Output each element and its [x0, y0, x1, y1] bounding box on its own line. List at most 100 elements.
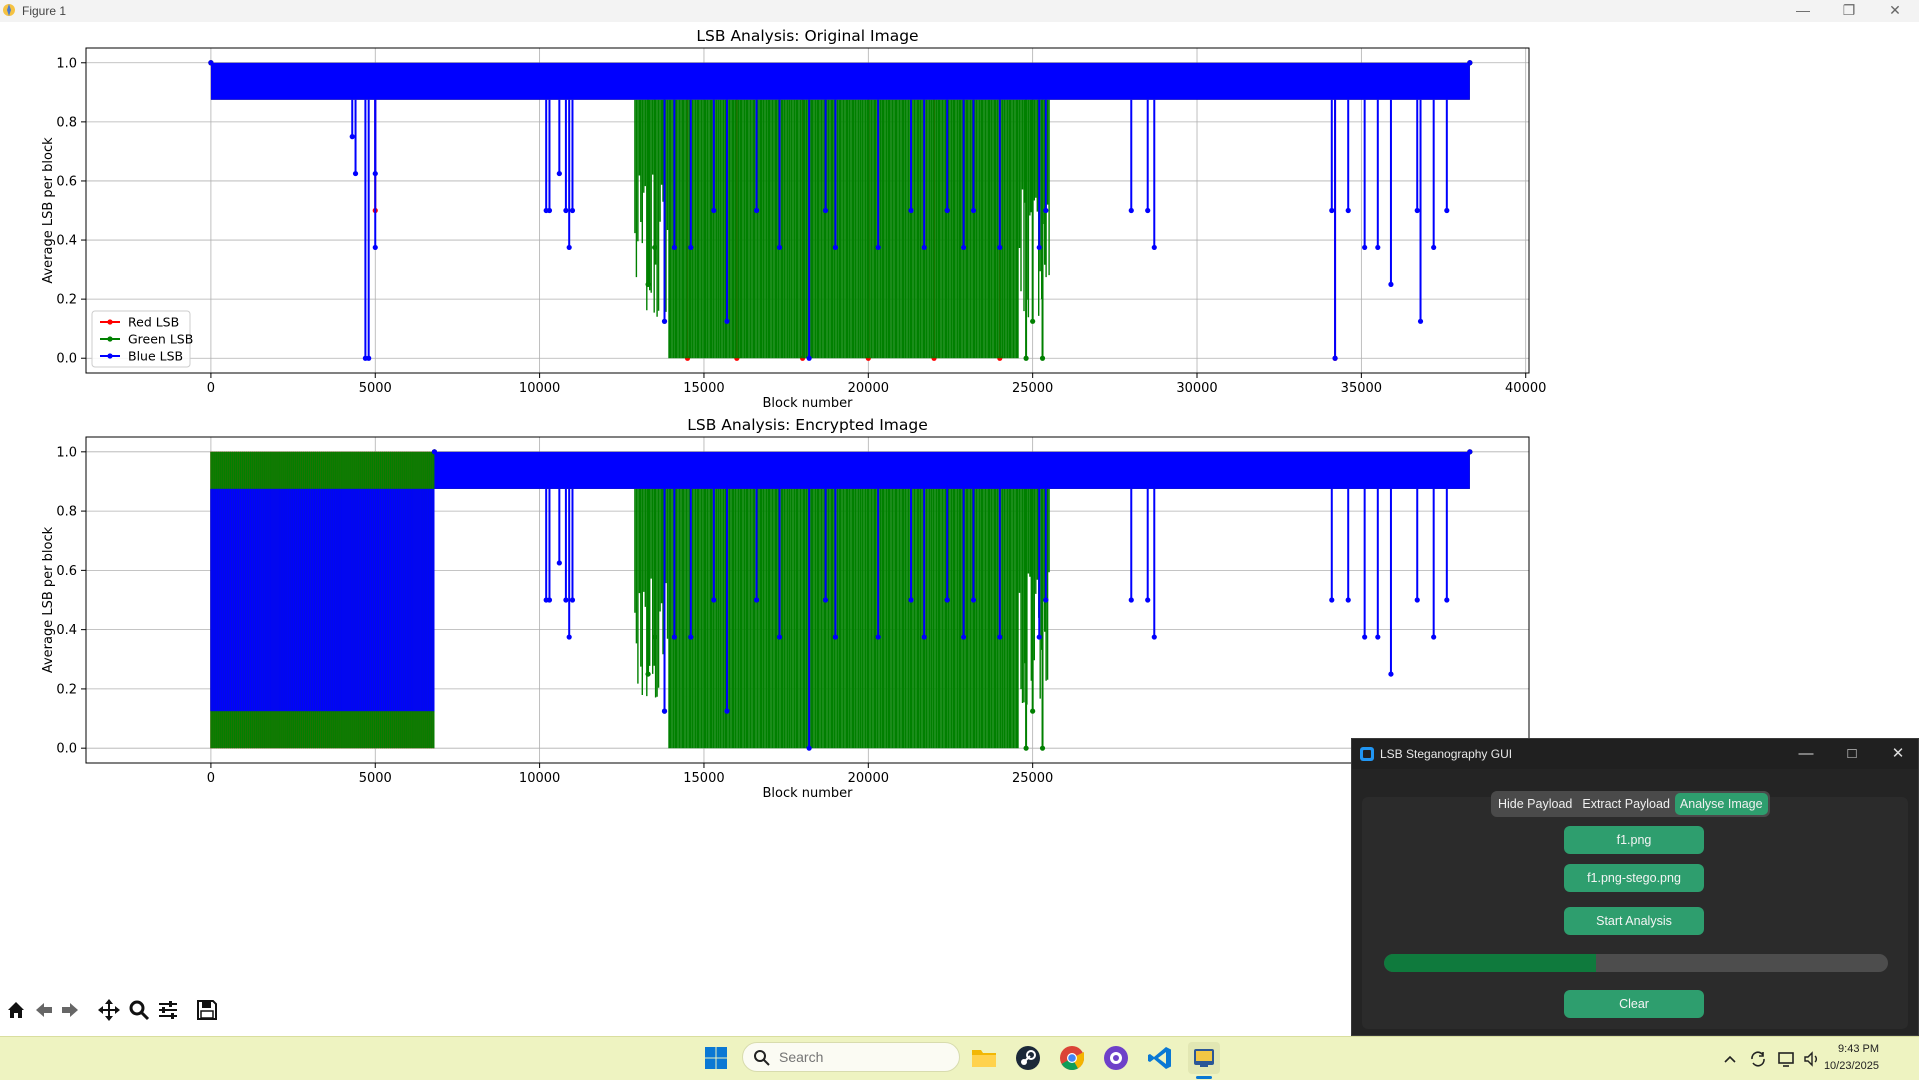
series-dip-marker — [1043, 207, 1049, 214]
original-image-button[interactable]: f1.png — [1564, 826, 1704, 854]
series-dip-marker — [569, 597, 576, 603]
series-dip-marker — [776, 634, 783, 640]
tab-hide-payload[interactable]: Hide Payload — [1498, 797, 1573, 811]
series-dip-marker — [688, 244, 694, 251]
series-dip-marker — [1030, 318, 1036, 324]
series-dip-marker — [711, 597, 717, 603]
network-icon[interactable] — [1774, 1037, 1798, 1080]
sync-icon[interactable] — [1746, 1037, 1770, 1080]
series-dip-marker — [366, 355, 372, 361]
taskbar: 9:43 PM 10/23/2025 — [0, 1036, 1919, 1080]
series-dip-marker — [1417, 318, 1424, 324]
x-tick-label: 0 — [207, 771, 215, 786]
series-dip-marker — [875, 634, 881, 640]
series-dip-marker — [563, 207, 569, 214]
file-explorer-icon[interactable] — [968, 1042, 1000, 1074]
series-dip-marker — [546, 207, 553, 214]
volume-icon[interactable] — [1800, 1037, 1824, 1080]
home-icon[interactable] — [2, 996, 30, 1024]
tab-extract-payload[interactable]: Extract Payload — [1582, 797, 1670, 811]
search-input[interactable] — [777, 1048, 951, 1066]
zoom-icon[interactable] — [125, 996, 153, 1024]
windows-logo-icon — [705, 1047, 727, 1069]
steganography-gui-window: LSB Steganography GUI — □ ✕ Hide Payload… — [1351, 738, 1919, 1036]
series-dip-marker — [1329, 597, 1335, 603]
vscode-icon[interactable] — [1144, 1042, 1176, 1074]
series-dip-marker — [1329, 207, 1335, 214]
stego-image-button[interactable]: f1.png-stego.png — [1564, 864, 1704, 892]
y-tick-label: 0.8 — [56, 505, 77, 520]
restore-button[interactable]: ❐ — [1842, 2, 1856, 18]
start-analysis-button[interactable]: Start Analysis — [1564, 907, 1704, 935]
taskbar-clock[interactable]: 9:43 PM 10/23/2025 — [1824, 1041, 1879, 1075]
series-dip-marker — [1431, 244, 1437, 251]
matplotlib-icon — [3, 4, 15, 16]
series-dip-marker — [1039, 745, 1046, 751]
tray-overflow-chevron-icon[interactable] — [1718, 1037, 1742, 1080]
series-base-band — [434, 451, 1470, 489]
series-dip-marker — [671, 634, 677, 640]
series-dip-marker — [1128, 207, 1134, 214]
y-tick-label: 1.0 — [56, 445, 77, 460]
legend-label: Blue LSB — [128, 349, 183, 364]
series-dip-marker — [1345, 207, 1351, 214]
taskbar-search[interactable] — [742, 1042, 960, 1072]
back-arrow-icon[interactable] — [30, 996, 58, 1024]
chrome-icon[interactable] — [1056, 1042, 1088, 1074]
clear-button[interactable]: Clear — [1564, 990, 1704, 1018]
series-end-marker — [1467, 60, 1473, 66]
series-end-marker — [1467, 449, 1473, 455]
clock-date: 10/23/2025 — [1823, 1060, 1879, 1072]
tab-analyse-image[interactable]: Analyse Image — [1674, 793, 1768, 815]
legend-marker — [107, 319, 113, 325]
pan-icon[interactable] — [95, 996, 123, 1024]
forward-arrow-icon[interactable] — [56, 996, 84, 1024]
series-dip-marker — [1043, 597, 1049, 603]
minimize-button[interactable]: — — [1796, 2, 1810, 18]
series-dip-marker — [645, 671, 651, 677]
series-dense-region — [634, 488, 1050, 749]
gui-maximize-button[interactable]: □ — [1847, 745, 1857, 762]
series-dip-marker — [822, 207, 829, 214]
series-blue — [208, 60, 1473, 361]
series-dip-marker — [1444, 207, 1450, 214]
series-dip-marker — [970, 207, 977, 214]
series-dip-marker — [652, 244, 658, 251]
series-dip-marker — [1388, 671, 1394, 677]
series-dip-marker — [1362, 244, 1368, 251]
window-title: Figure 1 — [22, 4, 67, 18]
series-dip-marker — [753, 597, 760, 603]
steam-icon[interactable] — [1012, 1042, 1044, 1074]
github-desktop-icon[interactable] — [1100, 1042, 1132, 1074]
active-app-indicator — [1196, 1076, 1212, 1079]
legend-label: Red LSB — [128, 315, 179, 330]
x-tick-label: 40000 — [1505, 381, 1546, 396]
series-dip-marker — [1151, 244, 1157, 251]
y-tick-label: 0.8 — [56, 115, 77, 130]
configure-subplots-icon[interactable] — [154, 996, 182, 1024]
close-button[interactable]: ✕ — [1889, 2, 1901, 18]
series-dip-marker — [1145, 207, 1151, 214]
axes-frame — [85, 436, 1530, 764]
x-tick-label: 30000 — [1176, 381, 1217, 396]
series-green — [208, 60, 1473, 361]
y-tick-label: 0.6 — [56, 564, 77, 579]
series-dip-marker — [1039, 355, 1046, 361]
x-tick-label: 5000 — [359, 381, 392, 396]
python-app-icon[interactable] — [1188, 1042, 1220, 1074]
series-dip-marker — [875, 244, 881, 251]
series-dip-marker — [1362, 634, 1368, 640]
series-dip-marker — [1375, 244, 1381, 251]
series-dip-marker — [753, 207, 760, 214]
chart-2: 0 5000 10000 15000 20000 25000 0.0 0.2 0.4 0.6 0.8… — [41, 416, 1530, 801]
gui-minimize-button[interactable]: — — [1798, 745, 1814, 762]
save-icon[interactable] — [193, 996, 221, 1024]
series-dip-marker — [806, 355, 812, 361]
series-dip-marker — [349, 134, 355, 140]
series-dip-marker — [1444, 597, 1450, 603]
start-button[interactable] — [700, 1042, 732, 1074]
series-dip-marker — [1414, 207, 1420, 214]
series-dip-marker — [556, 170, 562, 177]
gui-close-button[interactable]: ✕ — [1891, 745, 1905, 762]
series-dip-marker — [1332, 355, 1338, 361]
